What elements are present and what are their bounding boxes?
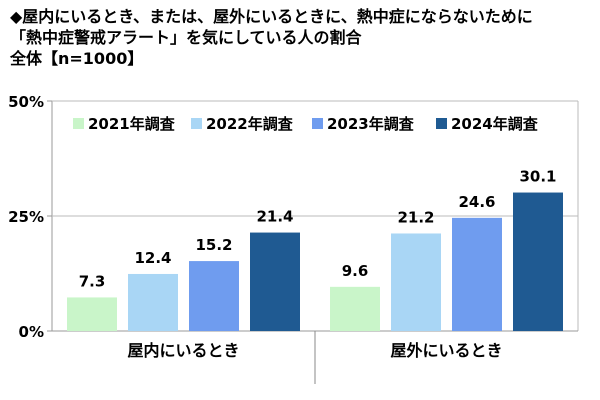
bar <box>391 233 441 331</box>
legend-label: 2021年調査 <box>88 115 176 133</box>
x-category-label: 屋外にいるとき <box>390 341 502 360</box>
data-label: 21.4 <box>256 208 293 226</box>
bar <box>330 286 380 331</box>
bar <box>250 232 300 331</box>
data-label: 7.3 <box>79 272 106 290</box>
bar <box>128 273 178 331</box>
x-category-label: 屋内にいるとき <box>127 341 239 360</box>
bar <box>452 217 502 331</box>
legend-label: 2024年調査 <box>451 115 539 133</box>
legend-label: 2023年調査 <box>327 115 415 133</box>
legend-label: 2022年調査 <box>206 115 294 133</box>
legend-swatch <box>73 118 84 129</box>
bar <box>189 261 239 331</box>
data-label: 21.2 <box>397 208 434 226</box>
data-label: 12.4 <box>134 249 171 267</box>
chart-title: ◆屋内にいるとき、または、屋外にいるときに、熱中症にならないために 「熱中症警戒… <box>10 6 533 69</box>
data-label: 24.6 <box>458 193 495 211</box>
legend-swatch <box>191 118 202 129</box>
title-line-3: 全体【n=1000】 <box>10 49 144 68</box>
data-label: 15.2 <box>195 236 232 254</box>
y-tick-label: 0% <box>19 323 44 341</box>
bar <box>67 297 117 331</box>
y-tick-label: 25% <box>8 208 44 226</box>
legend-swatch <box>312 118 323 129</box>
title-line-1: ◆屋内にいるとき、または、屋外にいるときに、熱中症にならないために <box>10 7 533 26</box>
data-label: 9.6 <box>342 262 369 280</box>
y-tick-label: 50% <box>8 93 44 111</box>
bar <box>513 192 563 331</box>
legend-swatch <box>436 118 447 129</box>
title-line-2: 「熱中症警戒アラート」を気にしている人の割合 <box>10 28 362 47</box>
data-label: 30.1 <box>519 168 556 186</box>
